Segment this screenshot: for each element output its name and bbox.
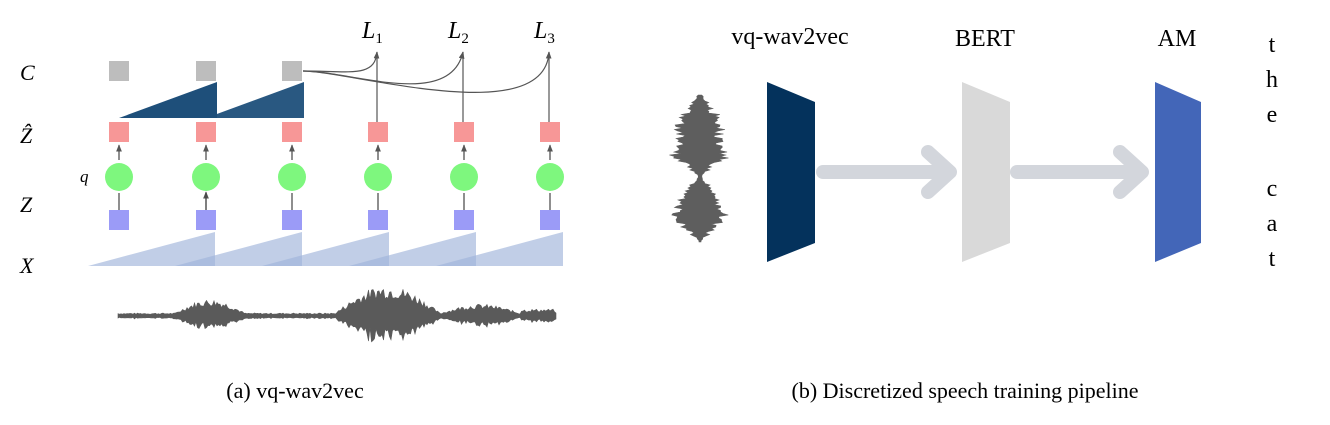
quantizer-node [278,163,306,191]
zhat-box [368,122,388,142]
encoder-wedge [349,232,476,266]
am-block [1155,82,1201,262]
quantizer-node [536,163,564,191]
encoder-wedge [175,232,302,266]
context-box [196,61,216,81]
output-letter: h [1266,67,1278,93]
loss-arc-1 [302,51,380,73]
arrow-1-head [921,145,957,199]
zhat-box [196,122,216,142]
caption-a: (a) vq-wav2vec [226,378,364,403]
zhat-box [282,122,302,142]
z-box [540,210,560,230]
context-box [282,61,302,81]
stage-label-am: AM [1158,26,1197,52]
stage-label-vq-wav2vec: vq-wav2vec [731,24,848,50]
quantizer-node [105,163,133,191]
loss-label-2: L2 [447,18,469,47]
context-wedges [119,82,304,118]
zhat-box [454,122,474,142]
encoder-wedge [262,232,389,266]
z-box [196,210,216,230]
zhat-box [540,122,560,142]
encoder-wedge [88,232,215,266]
loss-arcs [302,51,552,122]
z-box [109,210,129,230]
z-box [454,210,474,230]
context-box [109,61,129,81]
row-label-c: C [20,60,35,85]
columns [105,61,564,230]
input-waveform [669,94,729,243]
loss-arc-2 [302,51,465,85]
quantizer-node [364,163,392,191]
z-box [368,210,388,230]
context-wedge [206,82,304,118]
context-wedge [119,82,217,118]
row-label-q: q [80,167,89,186]
row-label-x: X [19,253,35,278]
quantizer-node [192,163,220,191]
bert-block [962,82,1010,262]
output-letter: c [1267,176,1278,202]
audio-waveform [117,288,557,343]
quantizer-node [450,163,478,191]
vq-wav2vec-block [767,82,815,262]
encoder-wedge [436,232,563,266]
output-letter: t [1269,246,1276,272]
z-box [282,210,302,230]
pipeline-arrows [816,145,1149,199]
loss-label-1: L1 [361,18,383,47]
encoder-wedges [88,232,563,266]
row-label-z: Z [20,192,33,217]
output-letter: t [1269,32,1276,58]
row-label-zhat: Ẑ [20,123,33,148]
loss-label-3: L3 [533,18,555,47]
output-letter: a [1267,211,1278,237]
stage-label-bert: BERT [955,26,1015,52]
panel-b: vq-wav2vec BERT AM t h e c a t (b) Discr… [669,24,1278,403]
loss-arc-3 [302,51,552,93]
zhat-box [109,122,129,142]
caption-b: (b) Discretized speech training pipeline [792,378,1139,403]
panel-a: C Ẑ q Z X [19,18,564,403]
output-letter: e [1267,102,1278,128]
output-letters: t h e c a t [1266,32,1278,272]
arrow-2-head [1113,145,1149,199]
